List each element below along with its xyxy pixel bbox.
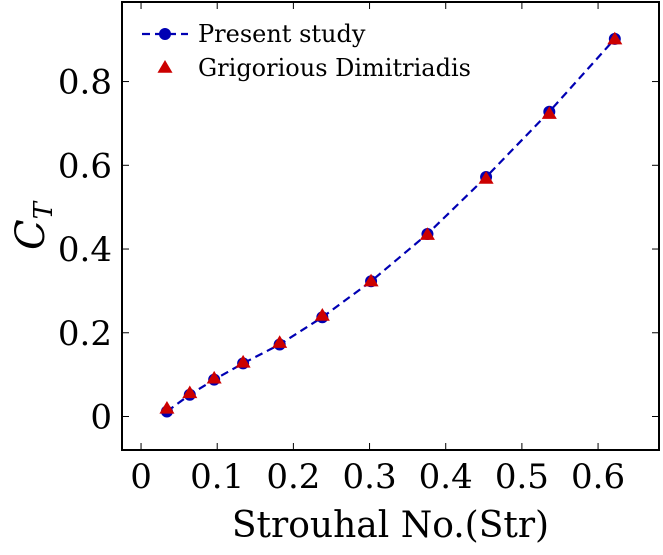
x-tick-label: 0.4 [419,457,473,497]
y-tick-label: 0 [90,398,112,438]
y-tick-label: 0.8 [58,63,112,103]
y-tick-label: 0.4 [58,230,112,270]
legend-present-study-marker [159,28,171,40]
dimitriadis-point [314,308,330,321]
plot-area [159,31,623,418]
x-tick-label: 0 [130,457,152,497]
legend: Present study Grigorious Dimitriadis [142,20,471,82]
axes: 0 0.1 0.2 0.3 0.4 0.5 0.6 0 0.2 0.4 0.6 0.8 Strouhal… [8,1,660,546]
dimitriadis-point [607,31,623,45]
dimitriadis-point [478,171,494,184]
y-tick-label: 0.2 [58,314,112,354]
dimitriadis-point [235,354,251,368]
x-axis-label: Strouhal No.(Str) [232,505,549,546]
x-tick-label: 0.2 [266,457,320,497]
series-present-study-line [166,38,616,413]
y-axis-label-subscript: T [29,200,59,219]
x-tick-label: 0.6 [571,457,625,497]
dimitriadis-point [182,385,198,399]
y-axis-label: CT [8,200,59,250]
y-tick-label: 0.6 [58,146,112,186]
dimitriadis-point [206,370,222,384]
dimitriadis-point [363,273,379,287]
plot-frame [121,1,660,451]
x-tick-label: 0.1 [190,457,244,497]
legend-present-study-label: Present study [198,20,366,48]
y-axis-label-base: C [8,219,54,250]
dimitriadis-point [419,227,435,240]
dimitriadis-point [541,106,557,119]
legend-dimitriadis-label: Grigorious Dimitriadis [198,54,471,82]
dimitriadis-point [159,400,175,414]
legend-dimitriadis-marker [157,60,173,73]
dimitriadis-point [272,335,288,348]
series-group [159,31,623,418]
x-tick-label: 0.5 [495,457,549,497]
x-tick-label: 0.3 [343,457,397,497]
